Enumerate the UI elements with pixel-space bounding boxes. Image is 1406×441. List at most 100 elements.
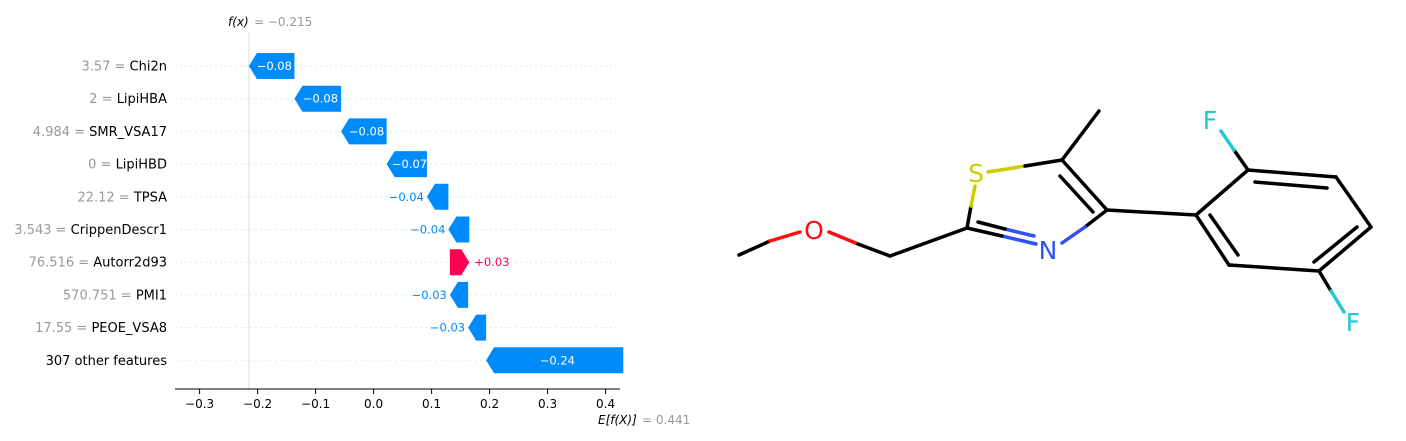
bond-O-CH2 (856, 242, 892, 258)
x-tick-label: 0.4 (596, 397, 615, 411)
contribution-bar (248, 53, 295, 79)
contribution-bar (341, 118, 387, 145)
contribution-bar (486, 347, 624, 374)
bond-ring-F2 (1317, 269, 1333, 293)
bond-S-C5 (1023, 158, 1064, 168)
bond-methyl-O-red (768, 230, 802, 243)
feature-value: 3.57 = (81, 60, 129, 75)
x-tick-label: −0.1 (301, 397, 330, 411)
feature-value: 0 = (88, 158, 115, 173)
feature-label: 570.751 = PMI1 (63, 288, 167, 303)
contribution-label: −0.04 (410, 223, 445, 237)
bond-ring-2-3 (1246, 168, 1338, 179)
feature-label: 17.55 = PEOE_VSA8 (35, 321, 167, 336)
fx-value: = −0.215 (254, 15, 312, 29)
contribution-label: −0.24 (540, 353, 575, 367)
bond-ring-5-6 (1227, 263, 1321, 273)
feature-value: 4.984 = (33, 125, 89, 140)
bond-C4-N-blue (1060, 225, 1087, 245)
feature-name: 307 other features (46, 354, 168, 369)
bond-ring-1-2 (1194, 168, 1250, 217)
atom-fluorine-bottom: F (1346, 308, 1360, 337)
feature-name: PEOE_VSA8 (91, 321, 167, 336)
molecule-bonds (737, 109, 1373, 314)
x-tick-label: −0.2 (243, 397, 272, 411)
feature-name: Autorr2d93 (93, 256, 167, 271)
contribution-bar (449, 249, 470, 276)
feature-name: TPSA (133, 190, 167, 205)
contribution-label: −0.03 (412, 288, 447, 302)
bond-ring-F2-cyan (1329, 289, 1346, 314)
feature-value: 22.12 = (77, 190, 133, 205)
x-tick-label: 0.2 (480, 397, 499, 411)
atom-oxygen: O (804, 216, 824, 245)
expected-value-annotation: E[f(X)] = 0.441 (598, 413, 690, 427)
molecule-atoms: S O N F F (804, 106, 1360, 337)
x-axis: −0.3 −0.2 −0.1 0.0 0.1 0.2 0.3 0.4 (175, 388, 620, 411)
contribution-label: −0.08 (349, 124, 384, 138)
bond-C2-S (965, 204, 973, 230)
contribution-label: −0.08 (257, 59, 292, 73)
x-tick-label: −0.3 (185, 397, 214, 411)
molecule-structure: S O N F F (737, 106, 1373, 337)
feature-name: Chi2n (130, 60, 167, 75)
feature-name: LipiHBA (117, 92, 167, 107)
bond-ring-4-5 (1317, 225, 1373, 273)
feature-value: 570.751 = (63, 288, 136, 303)
x-tick-label: 0.0 (364, 397, 383, 411)
feature-name: PMI1 (136, 288, 167, 303)
fx-label: f(x) (228, 15, 249, 29)
bond-ring-F1-cyan (1219, 129, 1236, 152)
bond-N-C2 (965, 226, 1004, 238)
x-tick-label: 0.1 (422, 397, 441, 411)
bond-ring-4-5-inner (1312, 225, 1359, 264)
bond-ring-6-1-inner (1208, 213, 1240, 257)
feature-value: 2 = (89, 92, 116, 107)
bond-N-C2-inner (976, 220, 1007, 231)
atom-nitrogen: N (1039, 236, 1058, 265)
feature-label: 22.12 = TPSA (77, 190, 167, 205)
bond-ring-F1 (1232, 148, 1250, 172)
contribution-bar (426, 183, 449, 210)
bond-C5-C4 (1060, 158, 1109, 212)
bond-N-C2-blue (1000, 234, 1038, 246)
bond-ring-3-4 (1334, 175, 1373, 229)
fx-annotation: f(x) = −0.215 (228, 15, 312, 29)
feature-label: 3.57 = Chi2n (81, 60, 167, 75)
feature-name: LipiHBD (116, 158, 167, 173)
atom-fluorine-top: F (1203, 106, 1217, 135)
feature-label: 76.516 = Autorr2d93 (29, 256, 167, 271)
feature-label: 0 = LipiHBD (88, 158, 167, 173)
contribution-label: −0.04 (389, 190, 424, 204)
bond-C4-ring (1105, 208, 1198, 217)
contribution-bar (449, 281, 469, 308)
bond-C4-N (1083, 208, 1109, 229)
shap-waterfall-chart: 3.57 = Chi2n 2 = LipiHBA 4.984 = SMR_VSA17… (14, 15, 690, 427)
feature-name: CrippenDescr1 (71, 223, 167, 238)
feature-label: 3.543 = CrippenDescr1 (14, 223, 167, 238)
bond-C2-S-yellow (969, 184, 977, 208)
contribution-bar (448, 216, 470, 243)
feature-value: 3.543 = (14, 223, 70, 238)
feature-name: SMR_VSA17 (89, 125, 167, 140)
expected-value-value: = 0.441 (642, 413, 690, 427)
bond-ring-6-1 (1194, 213, 1231, 267)
feature-label: 4.984 = SMR_VSA17 (33, 125, 167, 140)
feature-value: 76.516 = (29, 256, 94, 271)
contribution-label: −0.07 (392, 157, 427, 171)
contribution-bar (294, 85, 342, 112)
x-tick-label: 0.3 (538, 397, 557, 411)
contribution-label: +0.03 (474, 255, 509, 269)
bond-C5-methyl (1060, 109, 1101, 162)
bond-N-C2-inner-blue (1003, 227, 1036, 238)
contribution-label: −0.08 (303, 92, 338, 106)
bond-ring-2-3-inner (1253, 180, 1329, 190)
bond-O-CH2-red (827, 230, 860, 246)
bond-methyl-O (737, 239, 772, 257)
feature-label: 2 = LipiHBA (89, 92, 167, 107)
contribution-bars: −0.08 −0.08 −0.08 −0.07 −0.04 −0.04 +0.03 −0.03… (248, 53, 624, 374)
bond-S-C5-yellow (986, 164, 1027, 174)
contribution-label: −0.03 (430, 321, 465, 335)
contribution-bar (386, 151, 427, 178)
feature-rows: 3.57 = Chi2n 2 = LipiHBA 4.984 = SMR_VSA17… (14, 32, 620, 389)
